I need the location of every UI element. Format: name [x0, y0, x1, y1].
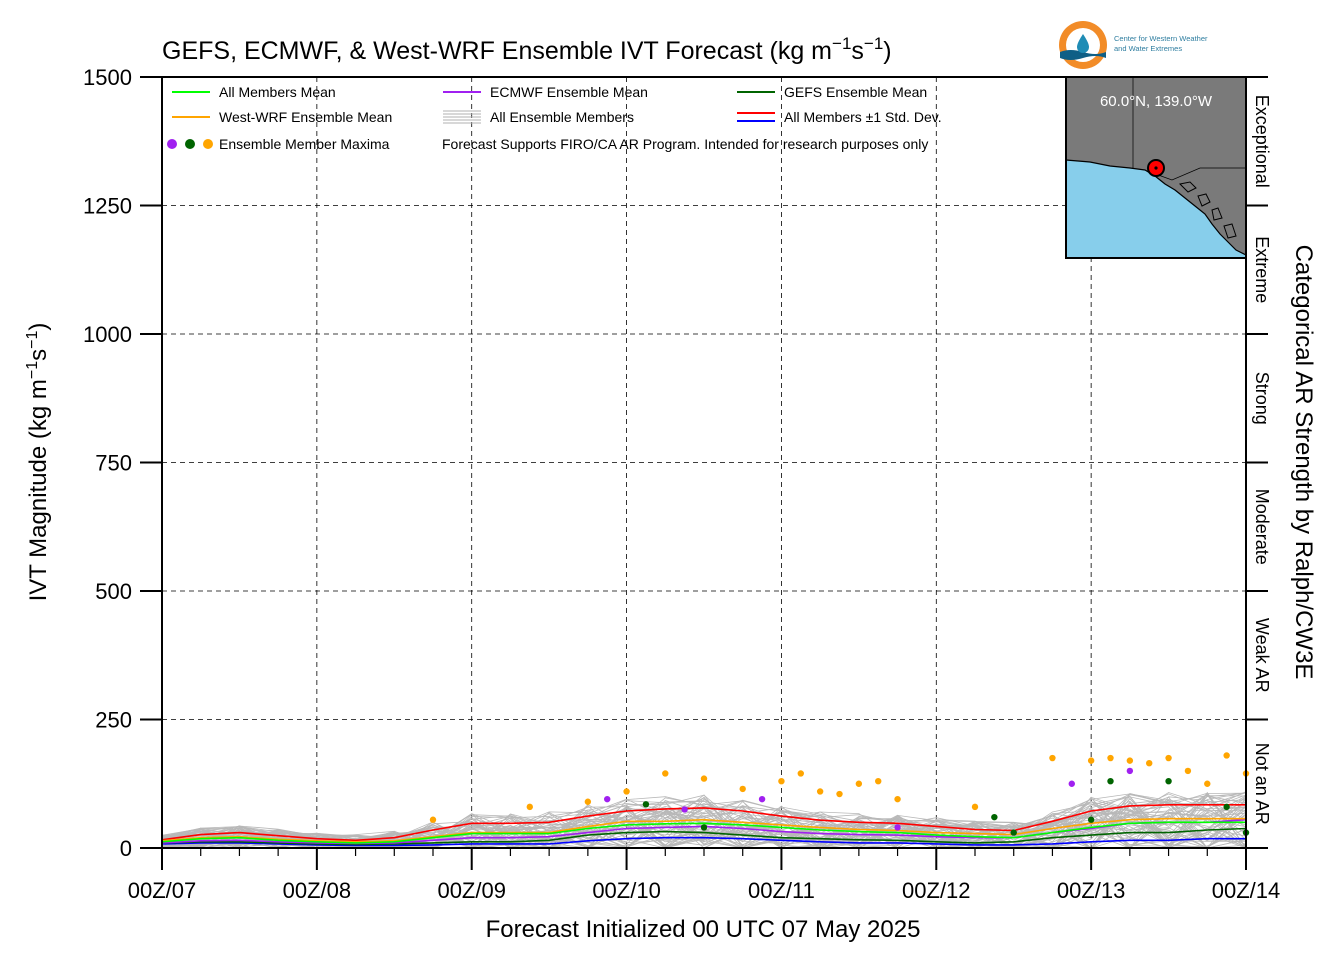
- grid-lines: [162, 77, 1246, 848]
- legend-swatch-members: [443, 110, 481, 124]
- ensemble-member-line: [161, 810, 1247, 849]
- category-label: Extreme: [1252, 236, 1272, 303]
- x-tick-label: 00Z/11: [748, 878, 815, 903]
- member-maximum-point: [1087, 757, 1095, 764]
- member-maximum-point: [855, 780, 863, 787]
- legend-maxima: Ensemble Member Maxima: [219, 136, 390, 152]
- legend-std-dev: All Members ±1 Std. Dev.: [784, 109, 942, 125]
- x-tick-label: 00Z/14: [1212, 878, 1281, 903]
- member-maximum-point: [836, 790, 843, 798]
- member-maximum-point: [758, 795, 766, 803]
- member-maximum-point: [1010, 829, 1017, 836]
- legend-all-members: All Ensemble Members: [490, 109, 634, 125]
- inset-map-ocean: [1066, 160, 1246, 258]
- legend-wwrf-mean: West-WRF Ensemble Mean: [219, 109, 392, 125]
- series-line-all-members-1-std-dev-: [161, 804, 1246, 842]
- logo-text-line2: and Water Extremes: [1114, 44, 1182, 53]
- member-maximum-point: [1126, 767, 1134, 775]
- category-label: Weak AR: [1252, 618, 1272, 693]
- member-maximum-point: [1126, 757, 1134, 764]
- inset-map-border: [1132, 77, 1246, 181]
- member-maximum-point: [739, 785, 746, 793]
- member-maximum-point: [816, 788, 824, 795]
- member-maximum-point: [1107, 777, 1114, 785]
- member-maximum-point: [1107, 754, 1114, 762]
- member-maximum-point: [429, 816, 437, 823]
- member-maximum-point: [1146, 759, 1153, 767]
- category-label: Strong: [1252, 372, 1272, 425]
- member-maximum-point: [1165, 777, 1172, 785]
- member-maximum-point: [1165, 754, 1172, 762]
- series-line-west-wrf-ensemble-mean: [161, 817, 1246, 843]
- member-maximum-point: [894, 795, 901, 803]
- member-maximum-point: [1049, 754, 1056, 762]
- member-maximum-point: [778, 777, 785, 785]
- member-maximum-point: [642, 801, 650, 808]
- legend-dot-wwrf: [203, 139, 213, 149]
- x-tick-label: 00Z/12: [902, 878, 971, 903]
- y-axis-ticks: 0 250 500 750 1000 1250 1500: [83, 65, 162, 861]
- member-maximum-point: [700, 824, 708, 831]
- y-tick-label: 1500: [83, 65, 132, 90]
- location-marker-center: [1154, 166, 1158, 170]
- member-maximum-point: [526, 803, 533, 811]
- x-tick-label: 00Z/08: [283, 878, 352, 903]
- x-tick-label: 00Z/07: [128, 878, 197, 903]
- member-maximum-point: [662, 770, 669, 777]
- y-tick-label: 1000: [83, 322, 132, 347]
- chart-title: GEFS, ECMWF, & West-WRF Ensemble IVT For…: [162, 34, 892, 65]
- category-label: Not an AR: [1252, 743, 1272, 825]
- inset-map-frame: [1065, 76, 1247, 259]
- legend-dot-gefs: [185, 139, 195, 149]
- y-tick-label: 250: [95, 708, 132, 733]
- ar-category-axis: Not an AR Weak AR Moderate Strong Extreme Exc…: [1246, 76, 1272, 849]
- member-maximum-point: [1184, 767, 1192, 775]
- member-maximum-point: [1223, 752, 1230, 759]
- y-tick-label: 1250: [83, 194, 132, 219]
- y-tick-label: 0: [120, 836, 132, 861]
- right-axis-label: Categorical AR Strength by Ralph/CW3E: [1290, 245, 1317, 680]
- member-maximum-point: [991, 813, 998, 821]
- y-tick-label: 750: [95, 451, 132, 476]
- inset-map-coastline: [1065, 159, 1247, 256]
- x-axis-label: Forecast Initialized 00 UTC 07 May 2025: [486, 916, 921, 943]
- legend: All Members Mean ECMWF Ensemble Mean GEF…: [167, 84, 942, 152]
- x-tick-label: 00Z/10: [592, 878, 661, 903]
- member-maximum-point: [894, 824, 901, 831]
- x-tick-label: 00Z/13: [1057, 878, 1126, 903]
- legend-all-mean: All Members Mean: [219, 84, 336, 100]
- y-tick-label: 500: [95, 579, 132, 604]
- inset-map-islands: [1178, 181, 1237, 239]
- legend-gefs-mean: GEFS Ensemble Mean: [784, 84, 927, 100]
- inset-map-location-label: 60.0°N, 139.0°W: [1100, 93, 1213, 110]
- member-maximum-point: [584, 798, 592, 805]
- member-maximum-point: [1223, 803, 1230, 811]
- legend-note: Forecast Supports FIRO/CA AR Program. In…: [442, 136, 928, 152]
- inset-map: 60.0°N, 139.0°W: [1065, 76, 1247, 259]
- y-axis-label: IVT Magnitude (kg m−1s−1): [24, 323, 52, 602]
- member-maximum-point: [1204, 780, 1211, 787]
- mean-lines: [161, 804, 1247, 847]
- category-label: Moderate: [1252, 489, 1272, 565]
- legend-ecmwf-mean: ECMWF Ensemble Mean: [490, 84, 648, 100]
- member-maximum-point: [681, 806, 688, 813]
- member-maximum-point: [604, 795, 611, 803]
- legend-dot-ecmwf: [167, 139, 177, 149]
- x-tick-label: 00Z/09: [437, 878, 506, 903]
- series-line-gefs-ensemble-mean: [161, 827, 1247, 846]
- category-label: Exceptional: [1252, 95, 1272, 188]
- cw3e-logo: Center for Western Weather and Water Ext…: [1059, 21, 1208, 69]
- member-maximum-point: [1087, 816, 1095, 823]
- member-maximum-point: [971, 803, 979, 811]
- series-line-all-members-mean: [161, 821, 1246, 844]
- member-maximum-point: [797, 770, 804, 777]
- member-maximum-point: [875, 777, 882, 785]
- logo-text-line1: Center for Western Weather: [1114, 34, 1208, 43]
- member-maximum-point: [1068, 780, 1075, 787]
- series-line-all-members-1-std-dev-: [161, 836, 1246, 847]
- member-maximum-point: [700, 775, 708, 782]
- x-axis-ticks: 00Z/07 00Z/08 00Z/09 00Z/10 00Z/11 00Z/12 00Z/…: [128, 848, 1281, 903]
- member-maximum-point: [623, 788, 630, 795]
